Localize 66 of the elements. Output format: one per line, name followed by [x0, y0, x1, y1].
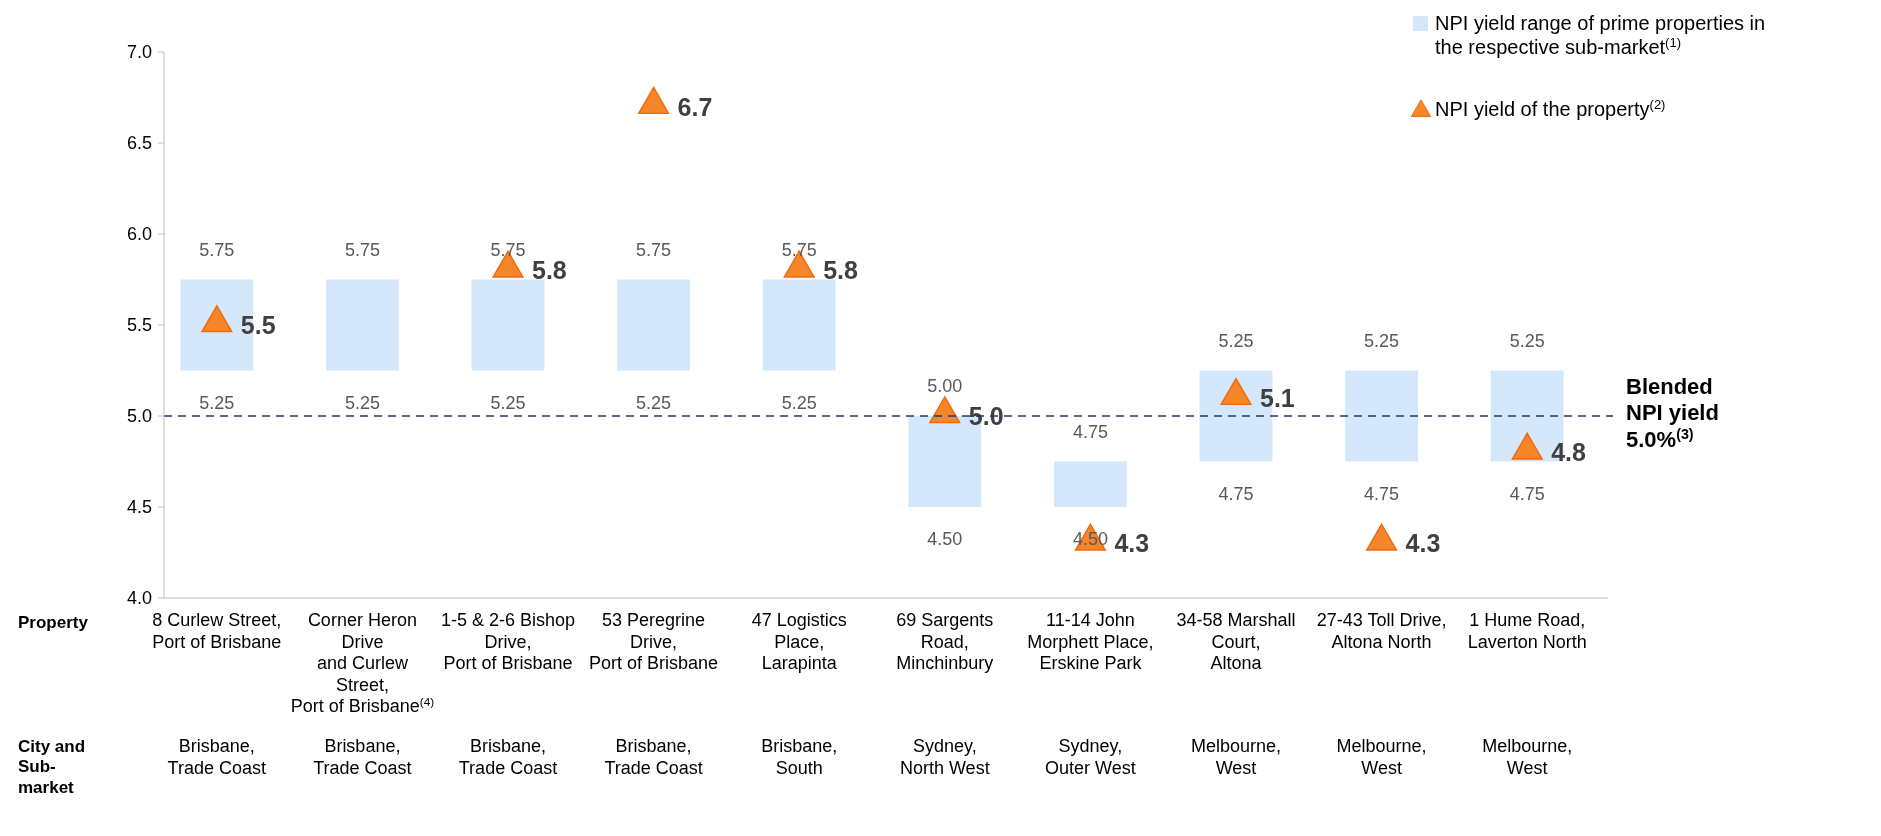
annotation: 5.00 [927, 376, 963, 396]
annotation: 4.75 [1218, 483, 1254, 504]
x-tick-label: 34-58 Marshall Court, Altona [1176, 610, 1296, 674]
y-tick-label: 4.5 [126, 497, 152, 517]
text: Sydney, North West [899, 736, 990, 778]
legend-label: NPI yield range of prime properties in the respective sub-market$^{(1)}$ [1435, 12, 1766, 58]
text: Melbourne, West [1482, 736, 1573, 778]
annotation: 5.25 [344, 392, 380, 413]
x-tick-label: 8 Curlew Street, Port of Brisbane [152, 610, 282, 652]
text: Brisbane, Trade Coast [313, 736, 412, 778]
x-axis-title: Property [18, 613, 89, 632]
x-tick-label: 1 Hume Road, Laverton North [1467, 610, 1587, 652]
x-tick-label: 69 Sargents Road, Minchinbury [896, 610, 994, 674]
data-label: 4.8 [1551, 438, 1587, 467]
annotation: 4.50 [927, 529, 963, 549]
annotation: 5.75 [781, 239, 817, 260]
text: City and Sub- market [18, 737, 86, 797]
annotation: 5.75 [636, 239, 672, 260]
annotation: 5.25 [781, 392, 817, 413]
y-tick-label: 7.0 [126, 42, 152, 62]
x-tick-label: 27-43 Toll Drive, Altona North [1316, 610, 1447, 652]
annotation: 4.75 [1364, 483, 1400, 504]
data-label: 5.0 [968, 402, 1004, 430]
y-tick-label: 6.5 [126, 133, 152, 153]
y-tick-label: 4.0 [126, 588, 152, 608]
legend-label: NPI yield of the property$^{(2)}$ [1435, 96, 1666, 120]
annotation: 5.25 [636, 392, 672, 413]
annotation: 5.75 [344, 239, 380, 260]
data-label: 5.1 [1260, 383, 1295, 412]
annotation: 5.75 [490, 239, 526, 260]
x-tick-label: 1-5 & 2-6 Bishop Drive, Port of Brisbane [440, 610, 576, 674]
annotation: 5.75 [199, 239, 235, 260]
bar [762, 279, 836, 371]
text: Brisbane, South [761, 736, 838, 778]
data-label: 4.3 [1114, 529, 1150, 558]
x-tick-label: Corner Heron Drive and Curlew Street, Port of Brisbane$^{(4)}$ [290, 610, 435, 717]
bar [617, 279, 690, 371]
text: Brisbane, Trade Coast [167, 736, 266, 778]
annotation: 5.25 [199, 392, 235, 413]
bar [1054, 461, 1127, 507]
annotation: 4.75 [1072, 421, 1108, 442]
y-tick-label: 5.0 [126, 406, 152, 426]
data-label: 4.3 [1405, 529, 1441, 558]
annotation: 5.25 [1364, 330, 1400, 351]
x-tick-label: 53 Peregrine Drive, Port of Brisbane [589, 610, 719, 674]
text: Melbourne, West [1336, 736, 1427, 778]
x-tick-label: 11-14 John Morphett Place, Erskine Park [1027, 610, 1154, 674]
bar [471, 279, 545, 371]
ref-line-label: Blended NPI yield 5.0%$^{(3)}$ [1626, 374, 1719, 452]
data-label: 5.8 [532, 256, 567, 285]
bar [1345, 370, 1418, 462]
annotation: 5.25 [490, 392, 526, 413]
text: Melbourne, West [1190, 736, 1282, 778]
data-label: 6.7 [677, 92, 713, 121]
text: Sydney, Outer West [1045, 736, 1136, 778]
annotation: 5.25 [1509, 330, 1545, 351]
text: Brisbane, Trade Coast [458, 736, 558, 778]
y-tick-label: 6.0 [126, 224, 152, 244]
data-label: 5.8 [823, 256, 859, 285]
annotation: 5.25 [1218, 330, 1254, 351]
y-tick-label: 5.5 [126, 315, 152, 335]
x-tick-label: 47 Logistics Place, Larapinta [751, 610, 847, 674]
data-label: 5.5 [240, 311, 276, 339]
bar [326, 279, 399, 371]
annotation: 4.75 [1509, 483, 1545, 504]
text: Brisbane, Trade Coast [604, 736, 703, 778]
